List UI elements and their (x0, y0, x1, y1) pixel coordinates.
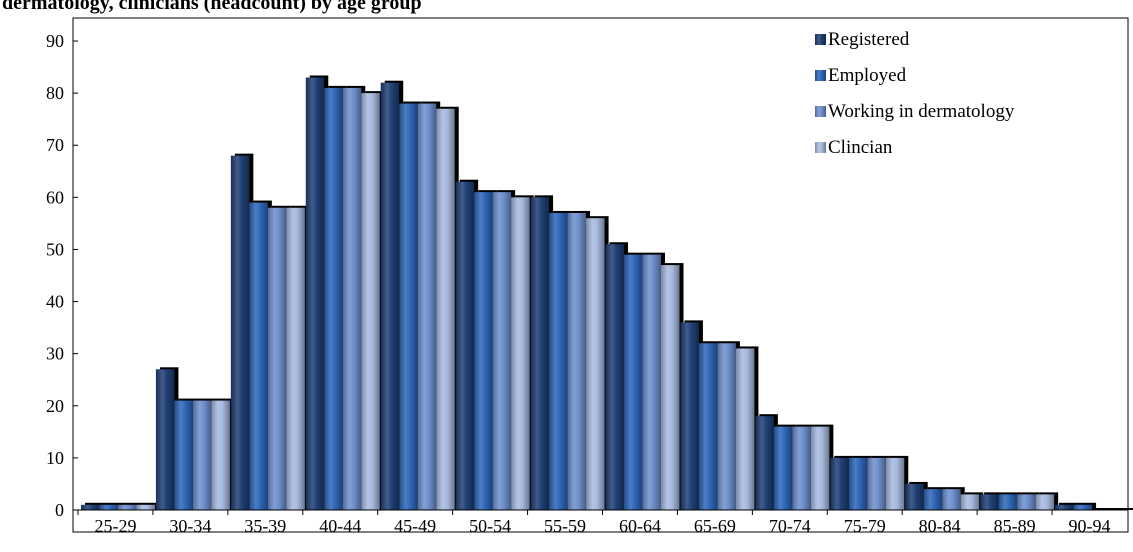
y-tick-label: 40 (46, 292, 64, 312)
bar-employed-40-44 (324, 87, 343, 511)
bar-clincian-85-89 (1035, 494, 1055, 510)
bar-working-in-dermatology-25-29 (118, 504, 137, 510)
bar-working-in-dermatology-55-59 (567, 212, 587, 510)
bar-registered-55-59 (530, 197, 550, 511)
x-tick-label: 40-44 (319, 516, 361, 536)
bar-working-in-dermatology-60-64 (642, 254, 661, 510)
bar-working-in-dermatology-45-49 (417, 103, 437, 511)
x-tick-label: 50-54 (469, 516, 511, 536)
legend-swatch (815, 34, 826, 45)
bar-employed-85-89 (998, 494, 1018, 510)
bar-registered-90-94 (1055, 504, 1074, 510)
bar-registered-85-89 (980, 494, 999, 510)
x-tick-label: 90-94 (1069, 516, 1111, 536)
bar-employed-55-59 (549, 212, 568, 510)
legend-swatch (815, 106, 826, 117)
x-tick-label: 80-84 (919, 516, 961, 536)
y-tick-label: 10 (46, 448, 64, 468)
bar-working-in-dermatology-80-84 (942, 489, 961, 510)
bar-working-in-dermatology-30-34 (192, 400, 212, 510)
y-tick-label: 90 (46, 31, 64, 51)
bar-working-in-dermatology-70-74 (792, 426, 811, 510)
chart-title: dermatology, clinicians (headcount) by a… (2, 0, 422, 14)
bar-clincian-50-54 (511, 197, 530, 511)
bar-registered-80-84 (905, 483, 924, 510)
bar-registered-65-69 (680, 322, 699, 510)
x-tick-label: 55-59 (544, 516, 586, 536)
x-tick-label: 30-34 (169, 516, 211, 536)
bar-working-in-dermatology-75-79 (867, 457, 886, 510)
legend-label: Registered (828, 29, 910, 50)
bar-clincian-40-44 (361, 93, 380, 510)
bar-clincian-30-34 (211, 400, 230, 510)
bar-clincian-25-29 (136, 504, 155, 510)
x-tick-label: 60-64 (619, 516, 661, 536)
x-tick-label: 65-69 (694, 516, 736, 536)
bar-registered-50-54 (455, 181, 475, 510)
bar-working-in-dermatology-35-39 (267, 207, 287, 510)
bar-working-in-dermatology-85-89 (1017, 494, 1036, 510)
bar-clincian-45-49 (436, 108, 455, 510)
legend-label: Clincian (828, 137, 893, 158)
bar-registered-30-34 (155, 369, 175, 510)
bar-registered-70-74 (755, 416, 774, 510)
y-tick-label: 70 (46, 135, 64, 155)
y-tick-label: 50 (46, 239, 64, 259)
bar-employed-65-69 (698, 343, 718, 510)
bar-employed-75-79 (848, 457, 868, 510)
bar-employed-35-39 (249, 202, 268, 511)
bar-clincian-70-74 (810, 426, 830, 510)
x-tick-label: 70-74 (769, 516, 811, 536)
bar-shadow (1096, 508, 1115, 510)
y-tick-label: 30 (46, 344, 64, 364)
bar-registered-45-49 (380, 82, 400, 510)
y-tick-label: 80 (46, 83, 64, 103)
legend-label: Working in dermatology (828, 101, 1015, 122)
y-tick-label: 0 (55, 500, 64, 520)
bar-employed-50-54 (474, 192, 493, 510)
bar-employed-30-34 (174, 400, 193, 510)
bar-registered-25-29 (81, 504, 100, 510)
bar-clincian-60-64 (661, 265, 680, 510)
bar-employed-90-94 (1073, 504, 1093, 510)
bar-clincian-35-39 (286, 207, 305, 510)
bar-employed-80-84 (923, 489, 943, 510)
bar-registered-60-64 (605, 244, 624, 510)
legend-label: Employed (828, 65, 907, 86)
bar-clincian-80-84 (960, 494, 980, 510)
legend-swatch (815, 70, 826, 81)
bar-working-in-dermatology-65-69 (717, 343, 736, 510)
bar-employed-70-74 (773, 426, 793, 510)
bar-clincian-55-59 (586, 218, 605, 510)
x-tick-label: 25-29 (94, 516, 136, 536)
bar-clincian-75-79 (885, 457, 905, 510)
x-tick-label: 75-79 (844, 516, 886, 536)
bar-registered-40-44 (305, 77, 325, 510)
bar-working-in-dermatology-40-44 (342, 87, 362, 511)
plot-area-frame (72, 17, 1129, 533)
bar-employed-60-64 (624, 254, 643, 510)
y-tick-label: 20 (46, 396, 64, 416)
bar-clincian-65-69 (735, 348, 755, 510)
bar-employed-45-49 (399, 103, 418, 511)
bar-shadow (1114, 508, 1133, 510)
x-tick-label: 35-39 (244, 516, 286, 536)
legend-swatch (815, 142, 826, 153)
bar-registered-35-39 (230, 155, 250, 510)
bar-employed-25-29 (99, 504, 118, 510)
x-tick-label: 45-49 (394, 516, 436, 536)
y-tick-label: 60 (46, 187, 64, 207)
bar-registered-75-79 (830, 457, 849, 510)
bar-working-in-dermatology-50-54 (492, 192, 512, 510)
x-tick-label: 85-89 (994, 516, 1036, 536)
